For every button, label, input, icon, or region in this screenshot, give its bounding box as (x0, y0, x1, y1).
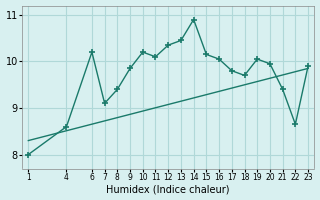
X-axis label: Humidex (Indice chaleur): Humidex (Indice chaleur) (107, 184, 230, 194)
